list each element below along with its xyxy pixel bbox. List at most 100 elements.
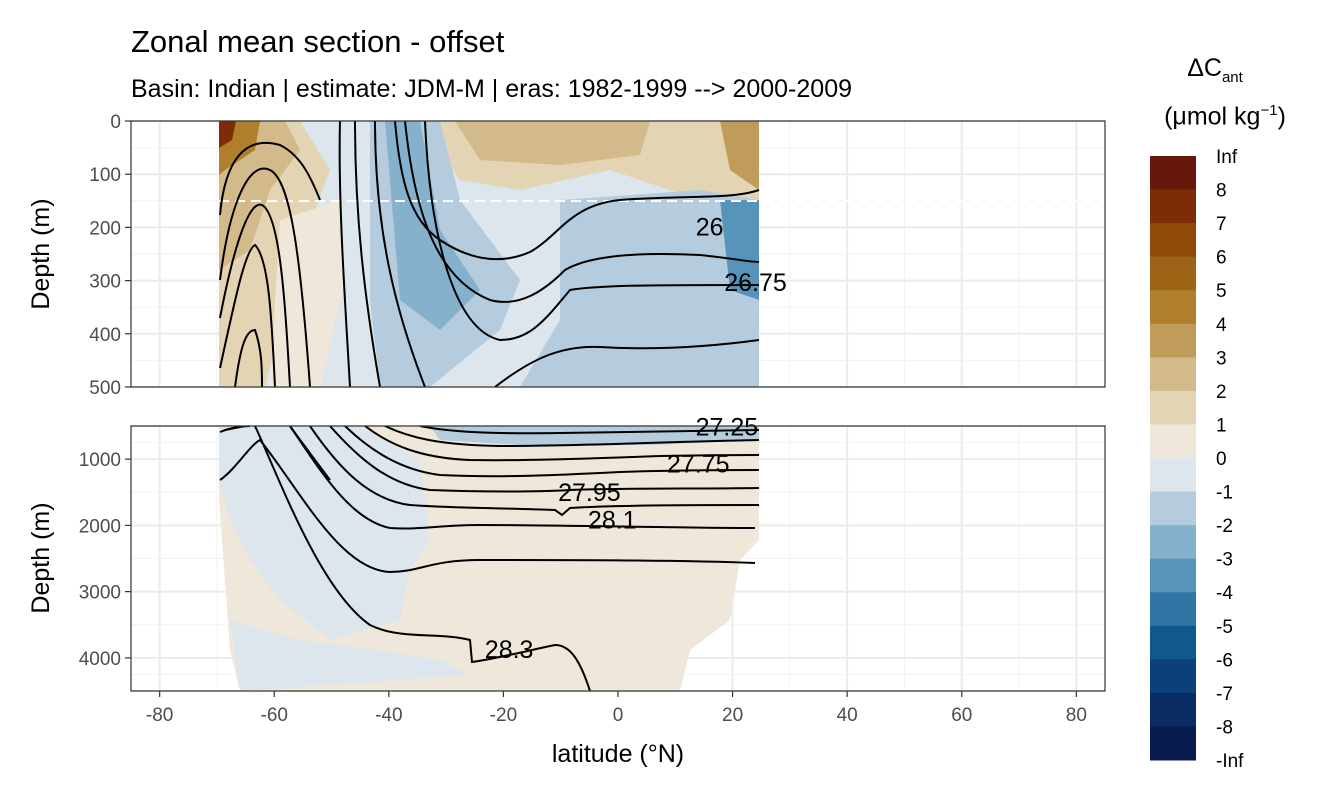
legend-swatch [1150, 189, 1196, 224]
contour-label: 28.3 [485, 636, 534, 664]
legend-swatch [1150, 290, 1196, 325]
isopycnal-line [494, 339, 760, 387]
isopycnal-line [289, 426, 331, 481]
lower-negative-deep [230, 620, 470, 691]
chart-subtitle: Basin: Indian | estimate: JDM-M | eras: … [131, 75, 852, 103]
legend-label: -8 [1216, 717, 1233, 738]
isopycnal-line [219, 203, 291, 387]
isopycnal-line [254, 426, 591, 691]
isopycnal-line [219, 438, 756, 574]
legend-label: 2 [1216, 382, 1227, 403]
upper-panel-border [130, 120, 1106, 388]
contour-label: 27.75 [667, 450, 730, 478]
legend-swatch [1150, 424, 1196, 459]
lower-y-axis-ticks: 1000 2000 3000 4000 [79, 450, 131, 670]
legend-swatch [1150, 323, 1196, 358]
contour-label: 26.75 [724, 269, 787, 297]
legend-label: -7 [1216, 684, 1233, 705]
x-tick-label: -60 [261, 705, 288, 726]
y-axis-label-lower: Depth (m) [27, 502, 55, 613]
y-tick-label: 300 [89, 272, 121, 293]
legend-labels: Inf 8 7 6 5 4 3 2 1 0 -1 -2 -3 -4 -5 -6 -7 -8 -Inf [1216, 147, 1244, 772]
legend-swatch [1150, 390, 1196, 425]
upper-y-axis-ticks: 0 100 200 300 400 500 [89, 112, 131, 399]
isopycnal-line [234, 328, 263, 387]
isopycnal-line [338, 121, 351, 387]
isopycnal-line [344, 426, 760, 478]
legend-swatch [1150, 256, 1196, 291]
chart-title: Zonal mean section - offset [131, 24, 505, 59]
contour-label: 28.1 [588, 507, 637, 535]
x-axis-label: latitude (°N) [552, 740, 684, 768]
legend-title: ΔCant [1145, 54, 1285, 86]
upper-isopycnals [219, 121, 760, 387]
contour-label: 27.95 [558, 479, 621, 507]
isopycnal-line [219, 167, 311, 387]
isopycnal-line [354, 121, 381, 387]
legend-title-main: ΔC [1187, 54, 1222, 82]
upper-negative-region-east [520, 190, 759, 387]
legend-swatch [1150, 458, 1196, 493]
y-tick-label: 3000 [79, 583, 121, 604]
legend-swatch [1150, 659, 1196, 694]
contour-label: 27.25 [696, 413, 759, 441]
upper-positive-region-mid [270, 200, 345, 387]
x-tick-label: 0 [613, 705, 624, 726]
legend-swatch [1150, 592, 1196, 627]
legend-label: -3 [1216, 550, 1233, 571]
x-tick-label: -20 [490, 705, 517, 726]
lower-negative-tongue [219, 426, 430, 640]
legend-swatch [1150, 692, 1196, 727]
upper-positive-region-corner [219, 121, 236, 148]
legend-title-sub: ant [1221, 69, 1243, 86]
legend-swatch [1150, 726, 1196, 761]
legend-swatch [1150, 558, 1196, 593]
legend-title-unit: (μmol kg−1) [1145, 102, 1305, 131]
y-tick-label: 2000 [79, 516, 121, 537]
legend-colorbar [1150, 156, 1196, 761]
x-tick-label: -80 [146, 705, 173, 726]
legend-label: Inf [1216, 147, 1238, 168]
y-tick-label: 500 [89, 378, 121, 399]
x-tick-label: 40 [837, 705, 858, 726]
lower-isopycnals [219, 426, 760, 691]
legend-label: 7 [1216, 214, 1227, 235]
legend-label: -6 [1216, 650, 1233, 671]
legend-unit-sup: −1 [1260, 102, 1278, 119]
isopycnal-line [364, 426, 760, 462]
isopycnal-line [289, 426, 756, 530]
isopycnal-line [424, 121, 760, 342]
legend-label: 0 [1216, 449, 1227, 470]
legend-swatch [1150, 625, 1196, 660]
upper-positive-region-north-core [455, 121, 650, 165]
isopycnal-line [404, 121, 760, 303]
isopycnal-line [219, 141, 321, 216]
isopycnal-line [384, 426, 760, 448]
legend-swatch [1150, 491, 1196, 526]
legend-label: -1 [1216, 483, 1233, 504]
y-tick-label: 4000 [79, 649, 121, 670]
x-tick-label: 60 [951, 705, 972, 726]
upper-positive-region-northeast [720, 121, 759, 190]
legend-label: 5 [1216, 281, 1227, 302]
y-axis-label-upper: Depth (m) [27, 198, 55, 309]
x-tick-label: 80 [1066, 705, 1087, 726]
isopycnal-line [394, 121, 760, 261]
legend-unit-suffix: ) [1277, 102, 1286, 131]
y-tick-label: 400 [89, 325, 121, 346]
legend-swatch [1150, 525, 1196, 560]
legend-unit-prefix: (μmol kg [1164, 102, 1261, 131]
legend-swatch [1150, 156, 1196, 191]
upper-negative-region-east-core [720, 200, 759, 300]
legend-label: -Inf [1216, 751, 1244, 772]
isopycnal-line [329, 426, 760, 493]
isopycnal-line [219, 243, 276, 387]
isopycnal-line [374, 121, 426, 387]
y-tick-label: 100 [89, 165, 121, 186]
y-tick-label: 200 [89, 218, 121, 239]
legend-swatch [1150, 357, 1196, 392]
y-tick-label: 1000 [79, 450, 121, 471]
